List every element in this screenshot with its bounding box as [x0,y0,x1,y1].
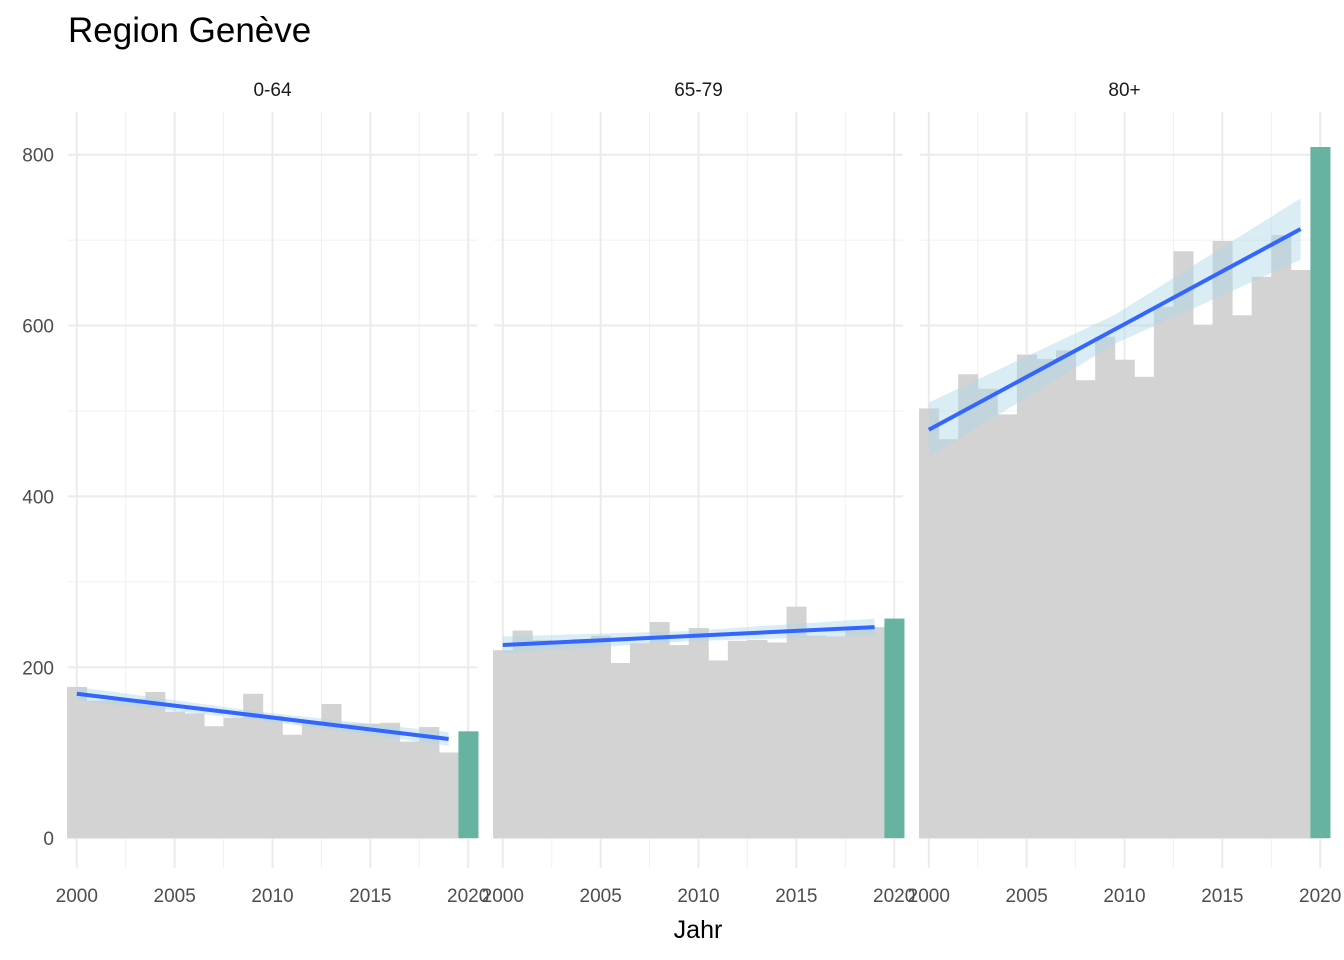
bar [321,703,342,839]
trend-line [502,625,875,648]
facet-label: 80+ [1108,80,1140,101]
bar [1290,270,1311,839]
bar [688,627,709,839]
bar [610,662,631,839]
bar [204,726,225,839]
bar [419,727,440,839]
y-tick-label: 400 [22,487,54,508]
bar [1095,336,1116,839]
facet-label: 0-64 [253,80,291,101]
bar [845,628,866,839]
bar [1232,315,1253,839]
bar [145,692,166,839]
bar [1056,350,1077,839]
bar [1075,380,1096,839]
bar [532,639,553,839]
x-tick-label: 2015 [1201,886,1243,907]
bar [493,650,514,839]
x-tick-label: 2020 [1299,886,1341,907]
bar [1134,376,1155,839]
bar [399,741,420,839]
x-axis-label: Jahr [674,916,723,944]
x-tick-label: 2015 [349,886,391,907]
bar [1036,358,1057,839]
x-tick-label: 2010 [251,886,293,907]
trend-line [76,691,449,741]
bar [919,408,940,839]
bar [747,639,768,839]
x-tick-label: 2000 [56,886,98,907]
bar [938,439,959,839]
y-tick-label: 800 [22,146,54,167]
y-tick-label: 0 [43,829,54,850]
bar [825,636,846,839]
bar [223,717,244,839]
bar-highlight [884,618,905,839]
x-tick-label: 2005 [1006,886,1048,907]
bar [184,713,205,839]
x-tick-label: 2020 [447,886,489,907]
x-tick-label: 2020 [873,886,915,907]
facet-label: 65-79 [674,80,723,101]
bar [106,699,127,839]
x-tick-label: 2000 [908,886,950,907]
x-tick-label: 2000 [482,886,524,907]
y-tick-label: 200 [22,658,54,679]
bar [1251,276,1272,839]
bar [1153,306,1174,839]
bar [380,722,401,839]
bar [67,686,88,839]
facet-panel: 0-64 2000 2005 2010 2015 2020 [56,80,490,907]
bar [551,641,572,839]
x-tick-label: 2010 [1103,886,1145,907]
bar [806,635,827,839]
bar [590,635,611,839]
bar [958,374,979,839]
bar [1173,251,1194,839]
trend-line [927,227,1302,432]
bar [438,752,459,839]
bar-highlight [1310,147,1331,839]
y-tick-label: 600 [22,317,54,338]
chart-title: Region Genève [68,11,311,50]
bar [864,627,885,839]
bar [630,643,651,839]
bar [1192,324,1214,839]
x-tick-label: 2015 [775,886,817,907]
x-tick-label: 2010 [677,886,719,907]
bar [360,723,381,839]
bar [766,642,788,839]
y-axis: 0 200 400 600 800 [22,146,54,850]
bar [571,639,592,839]
x-tick-label: 2005 [154,886,196,907]
bar [282,734,303,839]
bar [86,700,107,839]
facet-panel: 65-79 2000 2005 2010 2015 2020 [482,80,916,907]
bar [1114,359,1135,839]
bar [262,715,283,839]
bar [997,414,1018,839]
bar [669,645,690,839]
facet-panel: 80+ 2000 2005 2010 2015 2020 [908,80,1342,907]
bar [125,698,146,839]
bar [301,721,322,839]
bar [1212,240,1233,839]
facet-panels: 0-64 2000 2005 2010 2015 2020 65-79 2000 2005 201… [56,80,1342,907]
bar [708,660,729,839]
bar [243,693,264,839]
bar [977,388,998,839]
bar-highlight [458,731,479,839]
bar [727,640,748,839]
x-tick-label: 2005 [580,886,622,907]
bar [649,621,670,839]
bar [1271,235,1292,839]
bar [164,711,185,839]
bar [1016,354,1037,839]
bar [786,606,807,839]
bar [512,630,533,839]
bar [340,723,362,839]
